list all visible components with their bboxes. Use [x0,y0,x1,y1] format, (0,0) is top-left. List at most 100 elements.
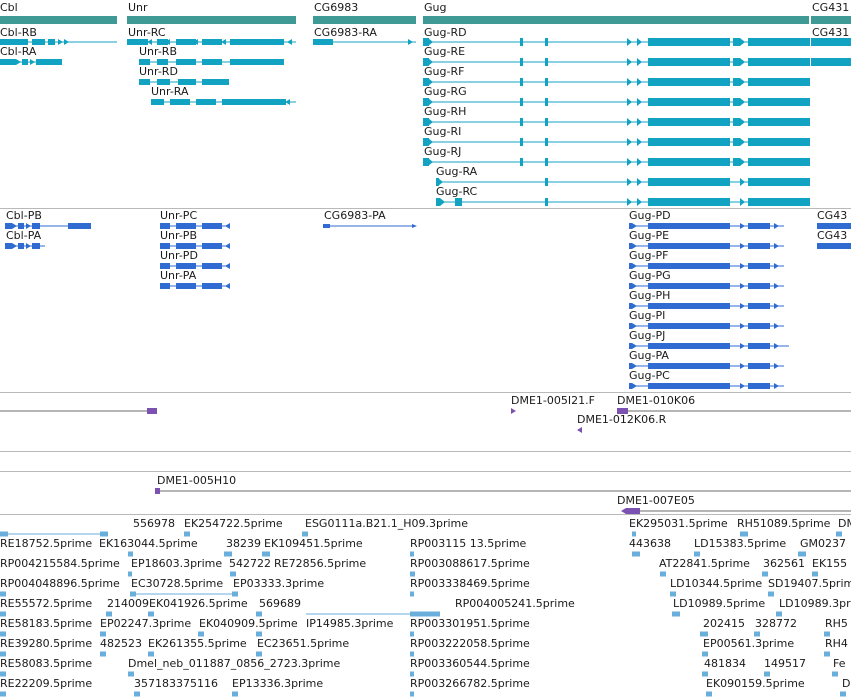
est-feature[interactable] [100,651,106,657]
est-label[interactable]: ESG0111a.B21.1_H09.3prime [305,517,469,530]
transcript-feature-arrow[interactable] [780,118,785,126]
protein-feature-exon[interactable] [748,283,770,289]
est-feature[interactable] [672,611,680,617]
transcript-label[interactable]: Cbl-RA [0,45,37,58]
transcript-feature-exon[interactable] [648,178,730,186]
transcript-feature-arrow[interactable] [740,58,745,66]
est-feature[interactable] [100,631,106,637]
protein-feature-exon[interactable] [629,343,632,349]
protein-feature-exon[interactable] [629,283,632,289]
est-label[interactable]: EP13336.3prime [232,677,324,690]
clone-label[interactable]: DME1-005I21.F [511,394,595,407]
protein-feature-arrow[interactable] [774,383,779,389]
transcript-feature-exon[interactable] [36,59,62,65]
transcript-label[interactable]: Gug-RA [436,165,478,178]
transcript-label[interactable]: CG431 [812,26,850,39]
est-feature[interactable] [256,631,262,637]
transcript-feature-arrow[interactable] [752,118,757,126]
protein-feature-arrow[interactable] [774,283,779,289]
protein-label[interactable]: Gug-PG [629,269,671,282]
transcript-feature-exon[interactable] [436,178,439,186]
protein-feature-arrow[interactable] [632,263,637,269]
est-label[interactable]: EK261355.5prime [148,637,247,650]
est-feature[interactable] [128,551,133,557]
transcript-feature-arrow[interactable] [780,58,785,66]
est-label[interactable]: 357183375116 [134,677,218,690]
protein-feature-arrow[interactable] [762,223,767,229]
transcript-feature-arrow[interactable] [752,58,757,66]
transcript-feature-exon[interactable] [196,99,216,105]
protein-feature-arrow[interactable] [632,223,637,229]
protein-feature-arrow[interactable] [36,243,41,249]
est-label[interactable]: RP003338469.5prime [410,577,530,590]
transcript-feature-exon[interactable] [545,178,548,186]
transcript-feature-arrow[interactable] [428,98,433,106]
transcript-label[interactable]: Unr-RD [139,65,178,78]
transcript-feature-exon[interactable] [545,118,548,126]
protein-feature-arrow[interactable] [774,343,779,349]
est-label[interactable]: LD10989.5prime [673,597,766,610]
protein-feature-exon[interactable] [323,224,330,228]
est-feature[interactable] [230,571,236,577]
transcript-feature-exon[interactable] [748,98,810,106]
protein-feature-arrow[interactable] [225,243,230,249]
transcript-feature-arrow[interactable] [287,39,292,45]
protein-feature-exon[interactable] [68,223,91,229]
protein-feature-arrow[interactable] [225,263,230,269]
est-label[interactable]: 443638 [629,537,671,550]
est-label[interactable]: EK040909.5prime [199,617,298,630]
est-label[interactable]: EK109451.5prime [264,537,363,550]
clone-feature[interactable] [621,508,626,514]
transcript-feature-exon[interactable] [157,79,170,85]
protein-feature-arrow[interactable] [752,343,757,349]
transcript-feature-arrow[interactable] [637,138,642,146]
est-label[interactable]: EP03333.3prime [233,577,325,590]
transcript-label[interactable]: Gug-RF [424,65,465,78]
transcript-feature-exon[interactable] [748,58,810,66]
protein-feature-arrow[interactable] [36,223,41,229]
transcript-label[interactable]: Unr-RA [151,85,189,98]
protein-feature-arrow[interactable] [762,383,767,389]
est-label[interactable]: RE18752.5prime [0,537,93,550]
transcript-feature-exon[interactable] [545,138,548,146]
clone-feature[interactable] [155,488,160,494]
est-label[interactable]: EK254722.5prime [184,517,283,530]
est-feature[interactable] [410,631,414,637]
protein-feature-arrow[interactable] [632,383,637,389]
protein-feature-arrow[interactable] [740,243,745,249]
clone-label[interactable]: DME1-010K06 [617,394,696,407]
transcript-feature-arrow[interactable] [438,178,443,186]
transcript-feature-arrow[interactable] [752,78,757,86]
protein-feature-exon[interactable] [629,323,632,329]
transcript-feature-exon[interactable] [748,38,810,46]
protein-label[interactable]: Gug-PF [629,249,669,262]
protein-feature-exon[interactable] [629,303,632,309]
est-feature[interactable] [198,631,204,637]
protein-feature-arrow[interactable] [762,243,767,249]
transcript-label[interactable]: Unr-RB [139,45,178,58]
protein-feature-exon[interactable] [176,263,196,269]
transcript-feature-exon[interactable] [748,198,810,206]
protein-feature-arrow[interactable] [632,303,637,309]
est-feature[interactable] [262,551,270,557]
transcript-label[interactable]: Gug-RI [424,125,462,138]
transcript-feature-exon[interactable] [748,78,810,86]
est-feature[interactable] [0,671,6,677]
transcript-feature-exon[interactable] [178,79,196,85]
transcript-feature-exon[interactable] [170,99,190,105]
gene-feature-unr[interactable] [127,16,296,24]
protein-feature-arrow[interactable] [762,343,767,349]
transcript-feature-arrow[interactable] [285,99,290,105]
protein-feature-arrow[interactable] [412,224,417,228]
protein-feature-arrow[interactable] [752,323,757,329]
gene-label[interactable]: Unr [128,1,148,14]
transcript-feature-exon[interactable] [230,59,284,65]
est-feature[interactable] [700,631,708,637]
transcript-feature-exon[interactable] [733,78,740,86]
est-label[interactable]: RE58083.5prime [0,657,93,670]
protein-feature-exon[interactable] [160,243,170,249]
est-feature[interactable] [632,531,636,537]
transcript-feature-arrow[interactable] [637,198,642,206]
est-label[interactable]: GM0237 [800,537,847,550]
protein-feature-exon[interactable] [748,223,770,229]
